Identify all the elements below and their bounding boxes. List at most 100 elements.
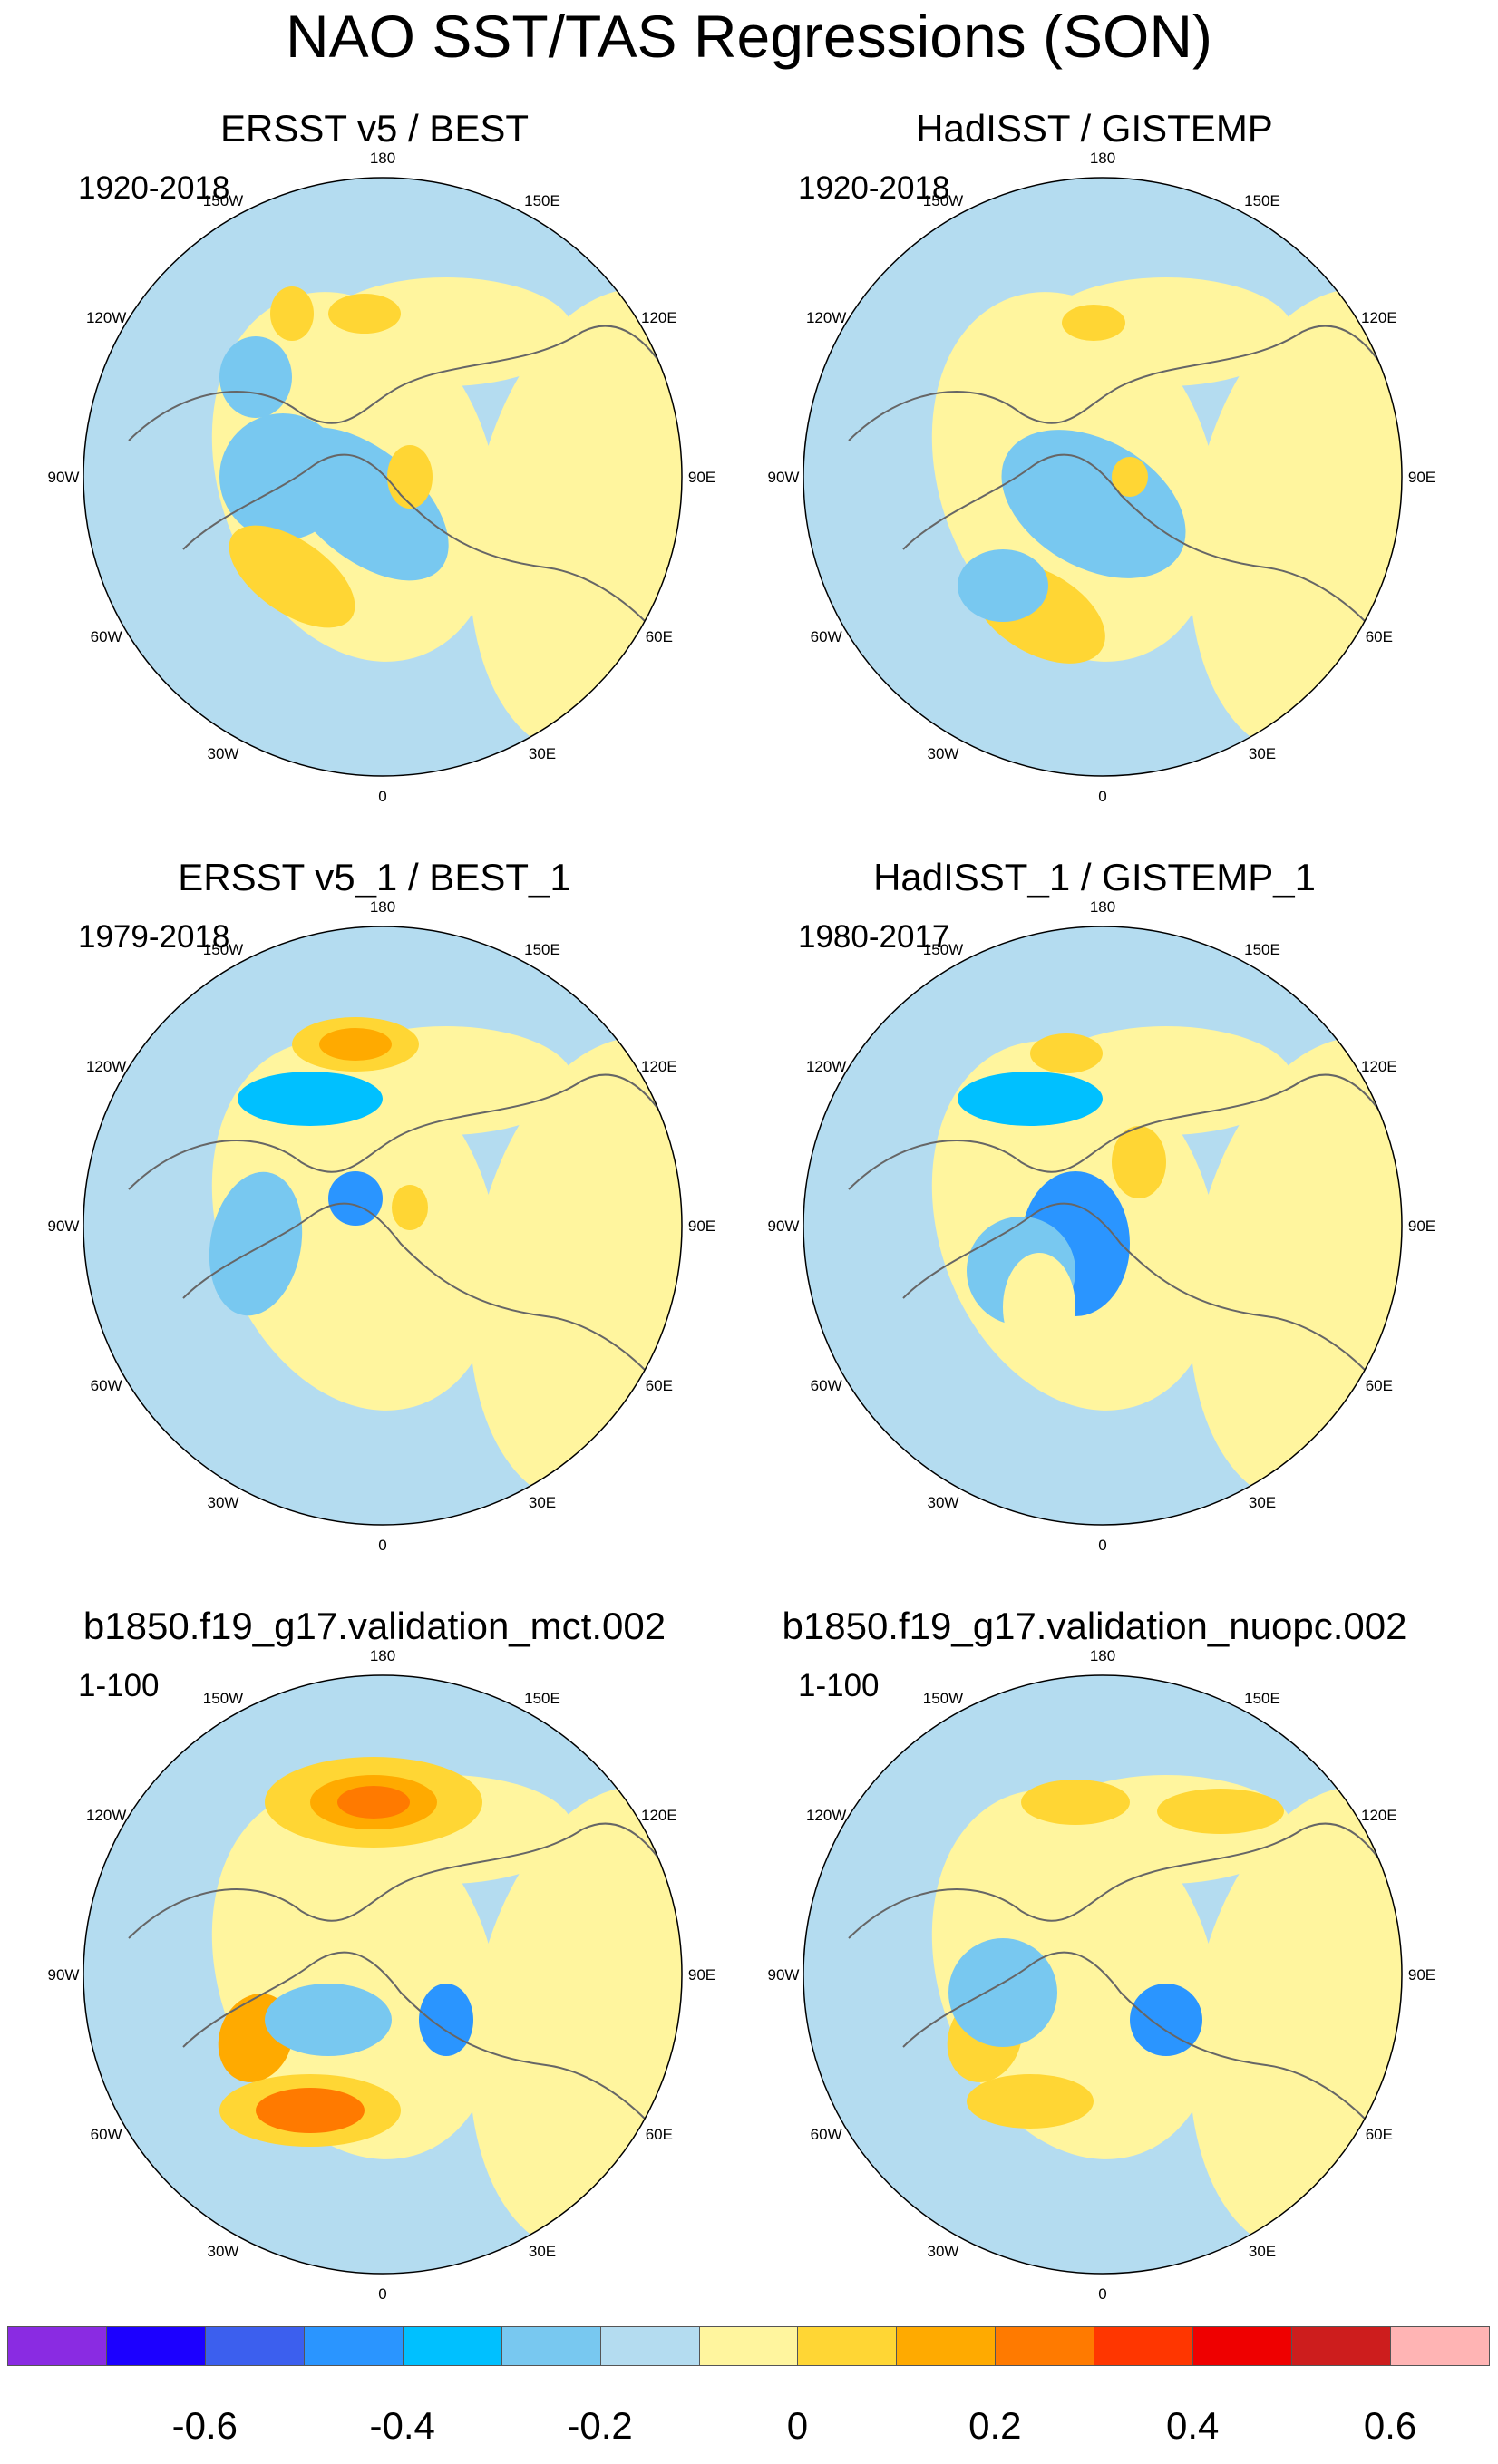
coastline [128, 1822, 665, 2120]
field-contour [1003, 1253, 1075, 1362]
colorbar [7, 2326, 1490, 2366]
field-contour [328, 1171, 383, 1226]
field-contour [229, 525, 355, 628]
longitude-label: 120W [806, 1058, 846, 1075]
longitude-label: 120E [1361, 1058, 1397, 1075]
longitude-label: 120E [1361, 1807, 1397, 1824]
longitude-label: 0 [1098, 2285, 1106, 2303]
colorbar-tick-label: -0.6 [171, 2404, 238, 2447]
map-boundary [83, 926, 683, 1526]
longitude-label: 60E [646, 628, 673, 645]
colorbar-swatch [501, 2326, 601, 2366]
longitude-label: 60E [646, 1377, 673, 1394]
longitude-label: 180 [370, 898, 395, 916]
panel-title: b1850.f19_g17.validation_mct.002 [83, 1605, 666, 1647]
colorbar-swatch [1390, 2326, 1490, 2366]
colorbar-tick-label: 0.2 [968, 2404, 1022, 2447]
longitude-label: 30E [1249, 2243, 1276, 2260]
period-label: 1-100 [798, 1668, 880, 1703]
map-field [803, 178, 1402, 776]
longitude-label: 180 [370, 1647, 395, 1664]
colorbar-swatch [1291, 2326, 1392, 2366]
longitude-label: 150W [203, 192, 243, 209]
polar-map: 180 150E 120E 90E 60E 30E 0 30W 60W 90W 120W 150W [768, 898, 1436, 1554]
field-contour [958, 549, 1048, 622]
longitude-label: 120W [806, 1807, 846, 1824]
longitude-label: 120E [641, 309, 677, 326]
longitude-label: 90E [688, 1217, 715, 1235]
period-label: 1980-2017 [798, 919, 950, 955]
field-contour [392, 1185, 428, 1230]
panel-5: b1850.f19_g17.validation_mct.002 1-100 1… [0, 1498, 749, 2303]
longitude-label: 30E [529, 1494, 556, 1511]
polar-map: 180 150E 120E 90E 60E 30E 0 30W 60W 90W 120W 150W [48, 150, 716, 805]
colorbar-tick-label: 0 [786, 2404, 809, 2447]
longitude-label: 90W [768, 1217, 800, 1235]
coastline [848, 1073, 1385, 1372]
colorbar-swatch [995, 2326, 1095, 2366]
colorbar-tick-label: 0.4 [1165, 2404, 1220, 2447]
field-contour [319, 1028, 392, 1061]
field-contour [958, 1072, 1103, 1126]
longitude-label: 60E [1366, 628, 1393, 645]
longitude-label: 150W [923, 941, 963, 958]
longitude-label: 120E [641, 1058, 677, 1075]
longitude-label: 150E [524, 941, 560, 958]
colorbar-swatch [204, 2326, 305, 2366]
longitude-label: 120W [86, 309, 126, 326]
panel-4: HadISST_1 / GISTEMP_1 1980-2017 180 150E 1… [720, 749, 1469, 1554]
field-contour [328, 294, 401, 334]
polar-map: 180 150E 120E 90E 60E 30E 0 30W 60W 90W 120W 150W [48, 1647, 716, 2303]
panel-title: HadISST / GISTEMP [916, 107, 1273, 150]
longitude-label: 0 [1098, 1537, 1106, 1554]
longitude-label: 120E [1361, 309, 1397, 326]
field-contour [967, 2074, 1094, 2129]
longitude-label: 150E [524, 192, 560, 209]
field-contour [1030, 1033, 1103, 1073]
panel-2: HadISST / GISTEMP 1920-2018 180 150E 120E 9… [720, 0, 1469, 805]
longitude-label: 90E [688, 1966, 715, 1984]
colorbar-swatch [1094, 2326, 1194, 2366]
colorbar-swatch [402, 2326, 502, 2366]
colorbar-swatch [105, 2326, 206, 2366]
longitude-label: 90E [688, 469, 715, 486]
longitude-label: 30W [208, 2243, 239, 2260]
period-label: 1920-2018 [78, 170, 230, 206]
longitude-label: 90E [1408, 469, 1435, 486]
longitude-label: 60W [91, 1377, 122, 1394]
longitude-label: 180 [370, 150, 395, 167]
longitude-label: 30W [928, 745, 959, 762]
panel-title: ERSST v5 / BEST [220, 107, 529, 150]
coastline [848, 325, 1385, 623]
field-contour [256, 2088, 365, 2133]
longitude-label: 0 [1098, 788, 1106, 805]
colorbar-swatch [896, 2326, 997, 2366]
field-contour [337, 1786, 410, 1819]
field-contour [1157, 1789, 1284, 1834]
field-contour [219, 413, 346, 540]
map-boundary [802, 1674, 1403, 2275]
coastline [128, 325, 665, 623]
longitude-label: 60E [1366, 1377, 1393, 1394]
colorbar-swatch [1192, 2326, 1293, 2366]
longitude-label: 150W [203, 941, 243, 958]
field-contour [1021, 1780, 1130, 1825]
panel-title: b1850.f19_g17.validation_nuopc.002 [782, 1605, 1407, 1647]
main-title: NAO SST/TAS Regressions (SON) [285, 3, 1212, 70]
field-contour [1112, 457, 1148, 497]
field-contour [387, 445, 433, 509]
field-contour [1062, 305, 1125, 341]
longitude-label: 90E [1408, 1966, 1435, 1984]
longitude-label: 150W [923, 192, 963, 209]
longitude-label: 30W [928, 2243, 959, 2260]
longitude-label: 90W [768, 469, 800, 486]
coastline [128, 1073, 665, 1372]
panel-6: b1850.f19_g17.validation_nuopc.002 1-100… [720, 1498, 1469, 2303]
field-contour [1112, 1126, 1166, 1198]
longitude-label: 120E [641, 1807, 677, 1824]
longitude-label: 30E [529, 2243, 556, 2260]
longitude-label: 60W [91, 2126, 122, 2143]
colorbar-tick-label: -0.2 [567, 2404, 633, 2447]
field-contour [948, 1938, 1057, 2047]
polar-map: 180 150E 120E 90E 60E 30E 0 30W 60W 90W 120W 150W [768, 1647, 1436, 2303]
